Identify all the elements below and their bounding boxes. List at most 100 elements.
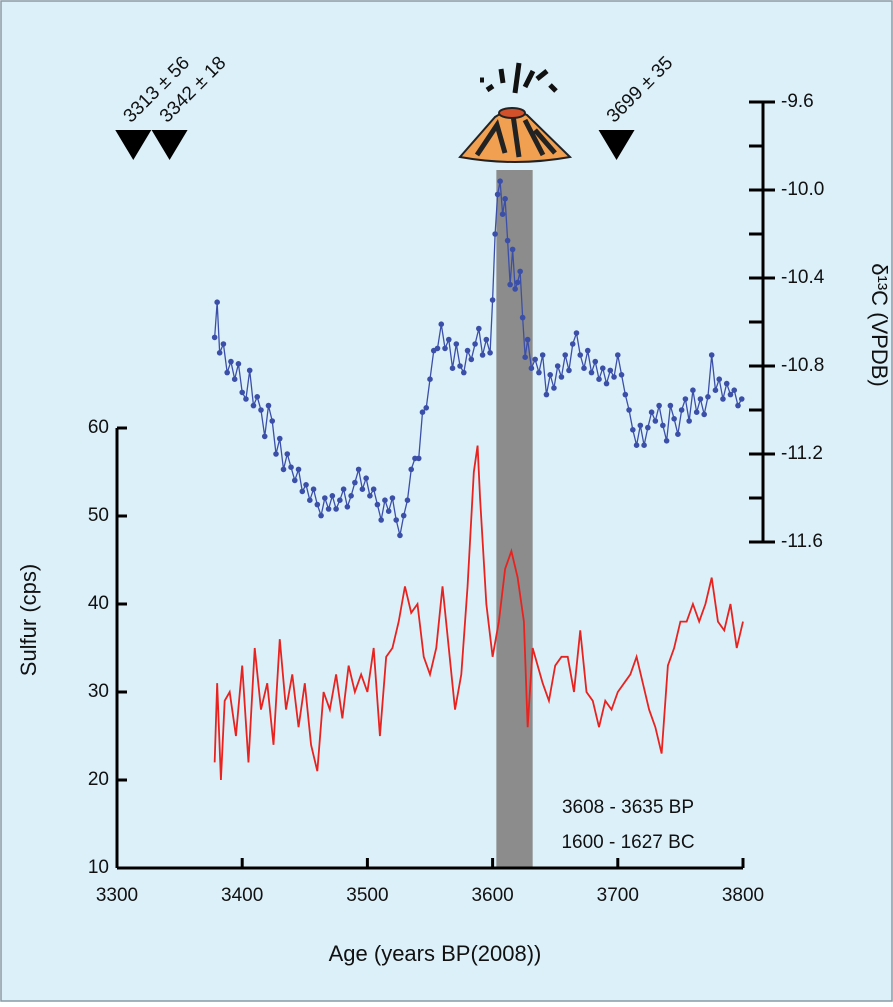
data-point <box>393 517 399 523</box>
x-axis-label: Age (years BP(2008)) <box>329 941 542 966</box>
data-point <box>543 391 550 398</box>
date-marker <box>598 130 635 160</box>
data-point <box>483 336 490 343</box>
data-point <box>453 341 460 347</box>
x-tick-label: 3400 <box>221 885 263 906</box>
data-point <box>367 493 373 499</box>
data-point <box>547 372 553 378</box>
data-point <box>499 211 506 217</box>
data-point <box>532 356 538 363</box>
data-point <box>497 178 503 184</box>
data-point <box>261 433 268 440</box>
data-point <box>492 231 498 237</box>
data-point <box>678 407 685 413</box>
y-tick-label: 40 <box>88 593 109 614</box>
data-point <box>355 466 362 473</box>
y2-tick-label: -11.6 <box>781 531 823 552</box>
data-point <box>577 352 584 358</box>
data-point <box>723 380 730 387</box>
data-point <box>214 299 220 306</box>
data-point <box>716 376 723 383</box>
data-point <box>551 385 557 391</box>
data-point <box>588 369 595 376</box>
data-point <box>615 352 621 358</box>
data-point <box>211 334 218 341</box>
data-point <box>584 347 591 354</box>
data-point <box>457 363 463 369</box>
data-point <box>487 350 493 356</box>
data-point <box>427 376 433 383</box>
data-point <box>325 506 332 512</box>
data-point <box>686 418 692 424</box>
data-point <box>693 409 700 416</box>
annotation: 1600 - 1627 BC <box>561 832 694 853</box>
data-point <box>690 387 696 394</box>
data-point <box>314 501 321 508</box>
data-point <box>656 402 662 409</box>
y2-tick-label: -11.2 <box>781 443 823 464</box>
data-point <box>415 455 422 462</box>
data-point <box>224 369 230 376</box>
y-tick-label: 60 <box>88 417 109 438</box>
data-point <box>220 341 227 347</box>
data-point <box>630 427 636 433</box>
data-point <box>596 376 602 383</box>
data-point <box>731 387 738 394</box>
data-point <box>438 321 445 328</box>
data-point <box>607 367 614 374</box>
data-point <box>254 394 261 400</box>
data-point <box>514 279 521 286</box>
data-point <box>507 281 513 288</box>
y2-axis-label: δ¹³C (VPDB) <box>867 263 892 386</box>
data-point <box>434 345 441 352</box>
data-point <box>641 442 647 449</box>
data-point <box>675 431 681 438</box>
x-tick-label: 3800 <box>722 885 764 906</box>
data-point <box>442 345 448 352</box>
y2-tick-label: -10.4 <box>781 267 825 288</box>
data-point <box>374 501 381 508</box>
data-point <box>235 361 242 367</box>
data-point <box>419 409 426 416</box>
data-point <box>489 297 496 303</box>
data-point <box>502 196 508 202</box>
data-line <box>213 445 744 781</box>
date-marker <box>115 130 152 160</box>
data-point <box>554 363 561 369</box>
data-point <box>348 493 354 499</box>
data-point <box>468 356 475 363</box>
data-point <box>246 367 253 374</box>
y2-tick-label: -9.6 <box>781 91 814 112</box>
data-point <box>536 369 542 376</box>
data-point <box>663 438 670 444</box>
data-point <box>494 191 501 198</box>
data-point <box>307 497 313 504</box>
data-point <box>671 416 677 422</box>
y-tick-label: 20 <box>88 769 109 790</box>
data-point <box>318 512 324 519</box>
data-point <box>363 475 369 482</box>
data-point <box>476 325 482 332</box>
data-point <box>524 336 531 343</box>
data-point <box>216 350 223 356</box>
data-point <box>337 497 343 504</box>
x-tick-label: 3700 <box>597 885 639 906</box>
data-point <box>397 532 403 539</box>
data-point <box>408 466 415 473</box>
data-point <box>626 407 632 413</box>
data-point <box>333 506 339 512</box>
data-point <box>701 411 707 418</box>
data-point <box>599 365 606 372</box>
data-point <box>517 268 523 275</box>
y-tick-label: 50 <box>88 505 109 526</box>
data-point <box>273 451 279 457</box>
data-point <box>228 358 234 365</box>
data-point <box>464 347 471 354</box>
y2-tick-label: -10.0 <box>781 179 824 200</box>
x-tick-label: 3500 <box>346 885 388 906</box>
data-point <box>569 341 576 347</box>
data-point <box>735 402 741 409</box>
data-point <box>712 387 719 394</box>
data-point <box>340 486 347 493</box>
data-point <box>504 237 511 244</box>
